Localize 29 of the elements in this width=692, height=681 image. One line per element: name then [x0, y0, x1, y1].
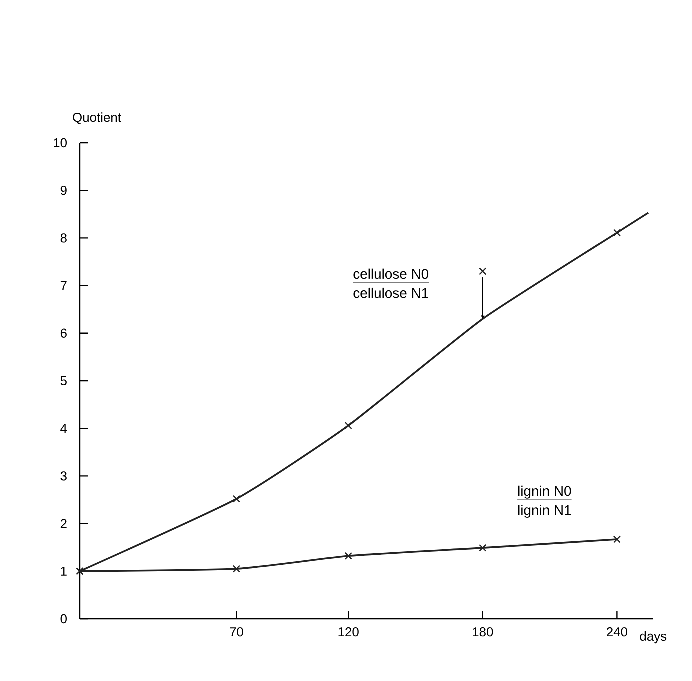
y-tick-label: 10: [54, 138, 67, 148]
x-axis-title: days: [640, 632, 667, 644]
y-tick-label: 3: [60, 472, 67, 481]
y-tick-label: 7: [60, 281, 67, 290]
x-tick-label: 120: [338, 628, 359, 637]
point: [479, 544, 487, 552]
x-tick-label: 70: [230, 628, 244, 637]
y-tick-label: 0: [60, 614, 67, 624]
y-tick-label: 8: [60, 234, 67, 243]
y-tick-label: 2: [60, 519, 67, 528]
point: [613, 536, 621, 544]
y-tick-label: 4: [60, 424, 68, 434]
x-tick-label: 240: [607, 628, 628, 637]
x-tick-label: 180: [473, 628, 494, 637]
point: [613, 229, 621, 237]
y-tick-label: 6: [60, 328, 67, 338]
y-axis-title: Quotient: [73, 112, 122, 124]
y-tick-label: 1: [61, 566, 67, 576]
point: [232, 565, 240, 573]
point: [479, 268, 487, 276]
annotation: lignin N1: [518, 505, 572, 518]
point: [232, 495, 240, 503]
annotation: cellulose N1: [354, 288, 428, 298]
point: [344, 552, 352, 560]
annotation: cellulose N0: [354, 268, 429, 280]
y-tick-label: 5: [60, 376, 67, 386]
y-tick-label: 9: [60, 186, 67, 196]
point: [344, 422, 352, 430]
annotation: lignin N0: [518, 486, 572, 499]
